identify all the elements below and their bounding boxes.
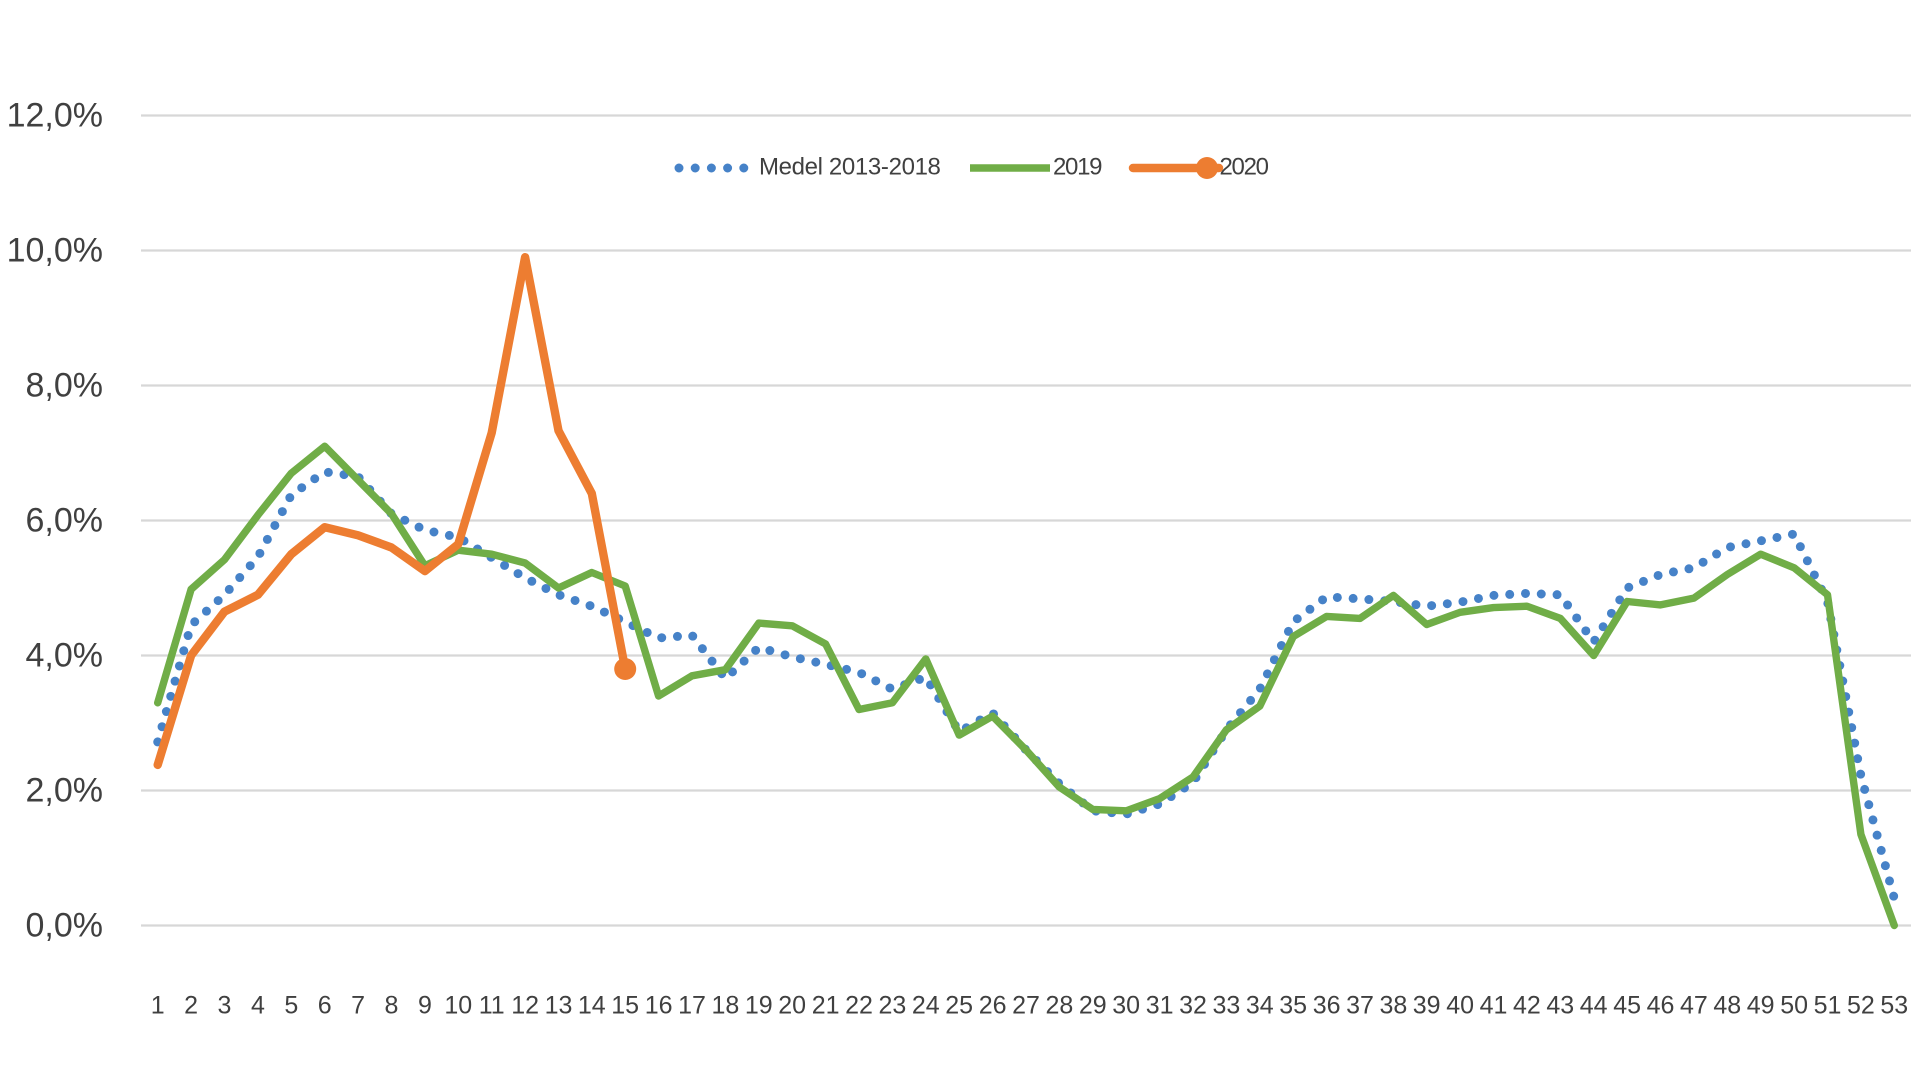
- svg-text:7: 7: [351, 992, 365, 1020]
- svg-text:11: 11: [479, 992, 505, 1020]
- svg-text:17: 17: [678, 992, 706, 1020]
- svg-text:46: 46: [1647, 992, 1675, 1020]
- svg-text:48: 48: [1713, 992, 1741, 1020]
- svg-text:2019: 2019: [1053, 154, 1102, 181]
- svg-text:35: 35: [1279, 992, 1307, 1020]
- svg-text:44: 44: [1580, 992, 1608, 1020]
- svg-text:3: 3: [218, 992, 232, 1020]
- svg-text:40: 40: [1446, 992, 1474, 1020]
- svg-text:16: 16: [645, 992, 673, 1020]
- svg-text:30: 30: [1112, 992, 1140, 1020]
- svg-text:47: 47: [1680, 992, 1708, 1020]
- svg-text:20: 20: [778, 992, 806, 1020]
- svg-text:19: 19: [745, 992, 773, 1020]
- svg-text:36: 36: [1313, 992, 1341, 1020]
- svg-text:10,0%: 10,0%: [7, 231, 103, 269]
- svg-text:51: 51: [1814, 992, 1842, 1020]
- svg-text:33: 33: [1212, 992, 1240, 1020]
- svg-text:21: 21: [812, 992, 840, 1020]
- svg-text:12,0%: 12,0%: [7, 96, 103, 134]
- svg-text:52: 52: [1847, 992, 1875, 1020]
- svg-text:2020: 2020: [1220, 154, 1269, 181]
- svg-text:23: 23: [878, 992, 906, 1020]
- svg-text:8,0%: 8,0%: [26, 366, 104, 404]
- svg-text:39: 39: [1413, 992, 1441, 1020]
- svg-text:8: 8: [385, 992, 399, 1020]
- svg-text:32: 32: [1179, 992, 1207, 1020]
- svg-text:22: 22: [845, 992, 873, 1020]
- svg-text:42: 42: [1513, 992, 1541, 1020]
- svg-text:50: 50: [1780, 992, 1808, 1020]
- svg-text:28: 28: [1045, 992, 1073, 1020]
- svg-text:13: 13: [545, 992, 573, 1020]
- svg-text:5: 5: [284, 992, 298, 1020]
- svg-text:27: 27: [1012, 992, 1040, 1020]
- svg-text:2: 2: [184, 992, 198, 1020]
- svg-text:Medel 2013-2018: Medel 2013-2018: [759, 154, 941, 181]
- svg-text:15: 15: [611, 992, 639, 1020]
- svg-text:6: 6: [318, 992, 332, 1020]
- svg-text:53: 53: [1880, 992, 1908, 1020]
- svg-text:38: 38: [1379, 992, 1407, 1020]
- svg-text:43: 43: [1546, 992, 1574, 1020]
- svg-text:34: 34: [1246, 992, 1274, 1020]
- svg-text:18: 18: [711, 992, 739, 1020]
- svg-text:4: 4: [251, 992, 265, 1020]
- svg-text:12: 12: [511, 992, 539, 1020]
- svg-text:9: 9: [418, 992, 432, 1020]
- svg-text:26: 26: [979, 992, 1007, 1020]
- svg-text:6,0%: 6,0%: [26, 501, 104, 539]
- svg-text:31: 31: [1146, 992, 1174, 1020]
- svg-text:10: 10: [444, 992, 472, 1020]
- svg-text:14: 14: [578, 992, 606, 1020]
- svg-text:2,0%: 2,0%: [26, 771, 104, 809]
- svg-text:1: 1: [151, 992, 165, 1020]
- svg-text:41: 41: [1480, 992, 1508, 1020]
- svg-text:45: 45: [1613, 992, 1641, 1020]
- svg-text:37: 37: [1346, 992, 1374, 1020]
- svg-text:24: 24: [912, 992, 940, 1020]
- svg-text:29: 29: [1079, 992, 1107, 1020]
- svg-text:49: 49: [1747, 992, 1775, 1020]
- svg-text:0,0%: 0,0%: [26, 906, 104, 944]
- svg-text:25: 25: [945, 992, 973, 1020]
- svg-text:4,0%: 4,0%: [26, 636, 104, 674]
